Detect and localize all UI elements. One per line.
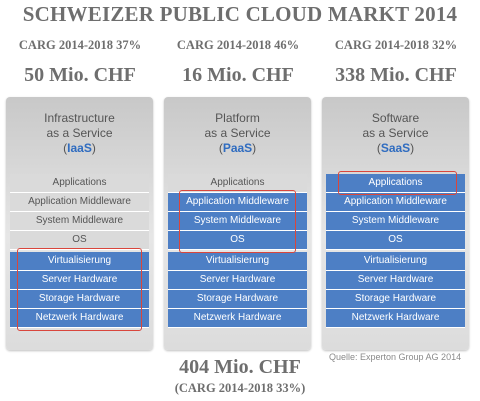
iaas-heading: Infrastructure as a Service (IaaS) [6,111,153,156]
iaas-layer-applications: Applications [10,174,149,193]
saas-highlight-box [338,171,457,195]
paas-layer-netzwerk-hardware: Netzwerk Hardware [168,309,307,328]
paren-open: ( [218,141,223,155]
paas-column: Platform as a Service (PaaS) Application… [164,97,311,350]
diagram-title: SCHWEIZER PUBLIC CLOUD MARKT 2014 [22,2,458,26]
iaas-layer-storage-hardware: Storage Hardware [10,290,149,309]
saas-carg: CARG 2014-2018 32% [334,38,458,52]
total-carg: (CARG 2014-2018 33%) [174,381,306,395]
saas-layer-application-middleware: Application Middleware [326,193,465,212]
iaas-column: Infrastructure as a Service (IaaS) Appli… [6,97,153,350]
paas-layer-virtualisierung: Virtualisierung [168,252,307,271]
source-note: Quelle: Experton Group AG 2014 [329,352,462,362]
iaas-layer-server-hardware: Server Hardware [10,271,149,290]
saas-heading-abbr-line: (SaaS) [322,141,469,156]
paas-layer-os: OS [168,231,307,250]
paren-open: ( [376,141,381,155]
paas-heading-line1: Platform [215,111,260,125]
paas-heading-abbr-line: (PaaS) [164,141,311,156]
saas-column: Software as a Service (SaaS) Application… [322,97,469,350]
iaas-heading-line2: as a Service [46,126,113,140]
total-market-value: 404 Mio. CHF [179,356,301,378]
paas-layer-system-middleware: System Middleware [168,212,307,231]
iaas-layer-application-middleware: Application Middleware [10,193,149,212]
saas-heading: Software as a Service (SaaS) [322,111,469,156]
paas-layer-server-hardware: Server Hardware [168,271,307,290]
saas-layer-system-middleware: System Middleware [326,212,465,231]
saas-heading-line2: as a Service [362,126,429,140]
iaas-layer-netzwerk-hardware: Netzwerk Hardware [10,309,149,328]
iaas-market-value: 50 Mio. CHF [24,64,136,86]
paren-close: ) [91,141,96,155]
saas-layer-virtualisierung: Virtualisierung [326,252,465,271]
paas-market-value: 16 Mio. CHF [182,64,294,86]
paas-heading: Platform as a Service (PaaS) [164,111,311,156]
paas-carg: CARG 2014-2018 46% [176,38,300,52]
saas-market-value: 338 Mio. CHF [335,64,457,86]
paas-layer-application-middleware: Application Middleware [168,193,307,212]
iaas-layer-system-middleware: System Middleware [10,212,149,231]
paren-close: ) [252,141,257,155]
paren-close: ) [410,141,415,155]
iaas-heading-abbr-line: (IaaS) [6,141,153,156]
saas-layer-netzwerk-hardware: Netzwerk Hardware [326,309,465,328]
saas-layer-storage-hardware: Storage Hardware [326,290,465,309]
saas-layer-server-hardware: Server Hardware [326,271,465,290]
iaas-layer-os: OS [10,231,149,250]
paas-highlight-box [179,190,296,253]
paas-heading-line2: as a Service [204,126,271,140]
paas-layer-applications: Applications [168,174,307,193]
paas-layer-storage-hardware: Storage Hardware [168,290,307,309]
saas-heading-line1: Software [371,111,420,125]
saas-layer-applications: Applications [326,174,465,193]
iaas-abbreviation: IaaS [67,141,92,155]
saas-layer-os: OS [326,231,465,250]
saas-abbreviation: SaaS [380,141,411,155]
iaas-carg: CARG 2014-2018 37% [18,38,142,52]
paas-abbreviation: PaaS [222,141,253,155]
iaas-layer-virtualisierung: Virtualisierung [10,252,149,271]
iaas-highlight-box [17,248,142,331]
iaas-heading-line1: Infrastructure [44,111,115,125]
paren-open: ( [63,141,68,155]
